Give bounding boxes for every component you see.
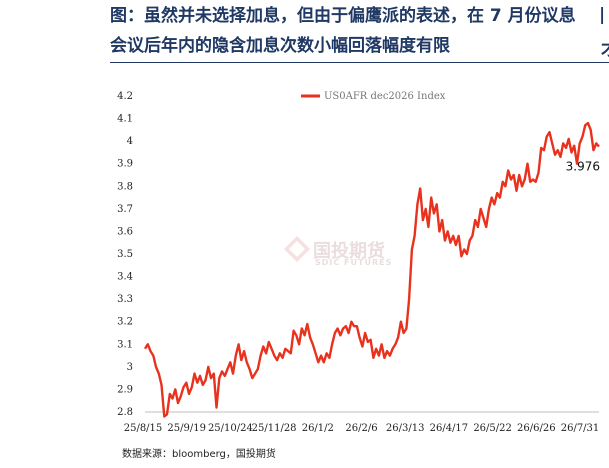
legend: US0AFR dec2026 Index xyxy=(301,91,446,102)
x-tick-label: 26/6/26 xyxy=(517,423,556,434)
plot-area: 3.976 xyxy=(143,121,600,418)
x-tick-label: 25/10/24 xyxy=(208,423,253,434)
y-tick-label: 4 xyxy=(127,136,133,147)
y-tick-label: 3.9 xyxy=(117,159,133,170)
y-tick-label: 2.9 xyxy=(117,384,133,395)
y-tick-label: 3.5 xyxy=(117,249,133,260)
y-tick-label: 4.1 xyxy=(117,114,133,125)
watermark-logo-icon xyxy=(284,236,310,262)
y-tick-label: 3 xyxy=(127,362,133,373)
title-edge-fragment-1: | xyxy=(599,5,606,25)
x-tick-label: 25/9/19 xyxy=(167,423,206,434)
y-tick-label: 2.8 xyxy=(117,407,133,418)
line-chart: 2.8 2.9 3 3.1 3.2 3.3 3.4 3.5 3.6 3.7 3.8 3.9 4 4.1 4.… xyxy=(117,91,600,434)
y-tick-label: 3.4 xyxy=(117,272,133,283)
watermark-text-cn: 国投期货 xyxy=(313,241,385,262)
title-edge-fragment-2: 才 xyxy=(601,35,609,60)
series-line xyxy=(143,121,600,418)
title-underline xyxy=(110,62,609,63)
x-tick-label: 26/1/2 xyxy=(302,423,334,434)
y-tick-label: 3.1 xyxy=(117,339,133,350)
y-tick-label: 3.6 xyxy=(117,226,133,237)
watermark: 国投期货 SDIC FUTURES xyxy=(283,235,391,267)
source-note: 数据来源：bloomberg，国投期货 xyxy=(122,449,276,460)
y-tick-label: 3.7 xyxy=(117,204,133,215)
chart-title-line-1: 图：虽然并未选择加息，但由于偏鹰派的表述，在 7 月份议息 xyxy=(110,6,576,26)
y-tick-label: 4.2 xyxy=(117,91,133,102)
y-axis: 2.8 2.9 3 3.1 3.2 3.3 3.4 3.5 3.6 3.7 3.8 3.9 4 4.1 4.… xyxy=(117,91,133,418)
x-tick-label: 26/2/6 xyxy=(345,423,377,434)
y-tick-label: 3.8 xyxy=(117,181,133,192)
y-tick-label: 3.2 xyxy=(117,317,133,328)
legend-label: US0AFR dec2026 Index xyxy=(324,91,446,102)
x-tick-label: 26/5/22 xyxy=(473,423,512,434)
chart-title-line-2: 会议后年内的隐含加息次数小幅回落幅度有限 xyxy=(110,36,450,56)
x-tick-label: 26/7/31 xyxy=(561,423,600,434)
watermark-text-en: SDIC FUTURES xyxy=(315,258,393,267)
last-value-label: 3.976 xyxy=(566,160,600,174)
x-tick-label: 25/11/28 xyxy=(252,423,297,434)
x-tick-label: 26/4/17 xyxy=(430,423,469,434)
x-tick-label: 25/8/15 xyxy=(124,423,163,434)
x-tick-label: 26/3/13 xyxy=(386,423,425,434)
y-tick-label: 3.3 xyxy=(117,294,133,305)
